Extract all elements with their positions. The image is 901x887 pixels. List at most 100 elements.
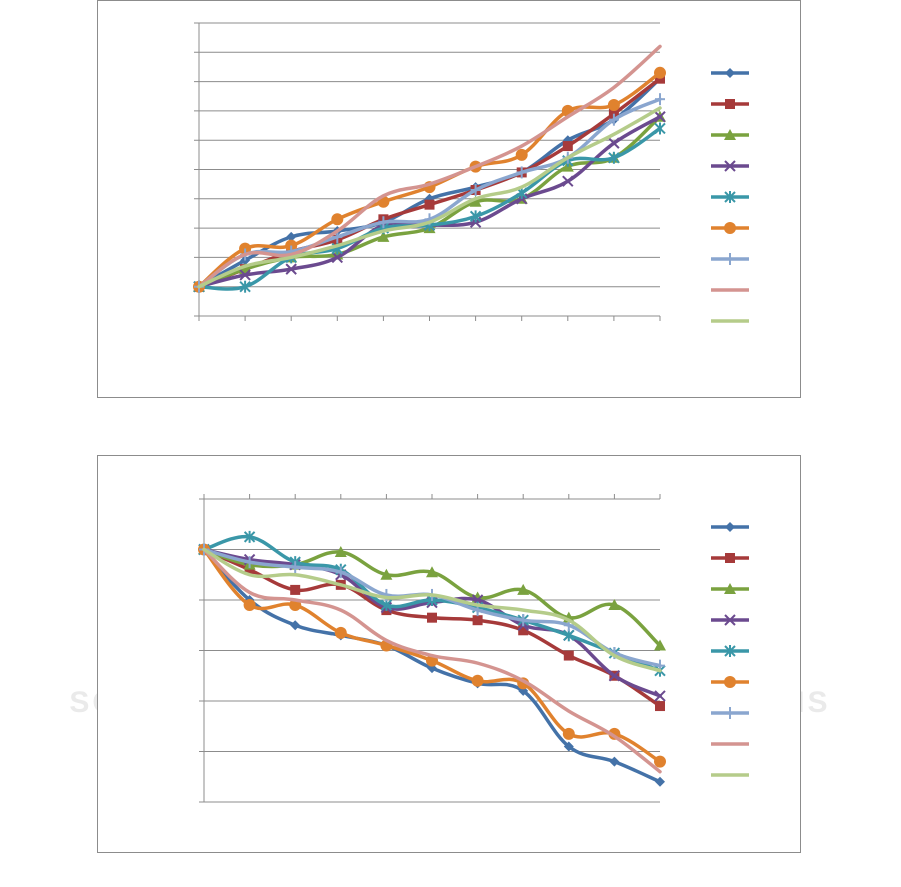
- data-point: [243, 530, 256, 543]
- data-point: [424, 199, 435, 210]
- chart-panel-bottom: [97, 455, 801, 853]
- data-point: [471, 674, 484, 687]
- data-point: [563, 650, 574, 661]
- data-point: [334, 626, 347, 639]
- data-point: [655, 776, 665, 787]
- data-point: [608, 670, 621, 682]
- legend-item: [711, 68, 749, 78]
- series-8: [197, 44, 662, 289]
- data-point: [469, 210, 482, 223]
- legend-item: [711, 522, 749, 532]
- data-point: [244, 556, 255, 569]
- legend-marker: [725, 99, 735, 109]
- legend-item: [711, 583, 749, 594]
- legend: [711, 68, 749, 323]
- legend-marker: [724, 160, 736, 172]
- data-point: [654, 122, 666, 135]
- data-point: [290, 584, 301, 595]
- legend-marker: [724, 645, 736, 657]
- data-point: [380, 568, 393, 580]
- series-7: [194, 93, 665, 293]
- legend-item: [711, 160, 749, 172]
- legend-marker: [724, 222, 736, 234]
- series-line: [197, 106, 662, 289]
- data-point: [285, 263, 297, 275]
- legend-item: [711, 645, 749, 657]
- data-point: [654, 639, 666, 651]
- data-point: [654, 755, 666, 768]
- series-9: [202, 547, 662, 673]
- data-point: [239, 269, 251, 281]
- series-8: [202, 547, 662, 774]
- legend-item: [711, 129, 749, 140]
- data-point: [380, 599, 393, 612]
- legend-marker: [725, 707, 735, 719]
- data-point: [290, 620, 301, 631]
- legend-item: [711, 191, 749, 203]
- series-line: [197, 44, 662, 289]
- data-point: [516, 166, 527, 179]
- legend-marker: [724, 583, 736, 594]
- legend-marker: [725, 553, 735, 563]
- data-point: [334, 546, 347, 558]
- series-6: [198, 543, 666, 768]
- data-point: [377, 230, 390, 242]
- legend-marker: [725, 253, 735, 265]
- legend-marker: [724, 614, 736, 626]
- data-point: [427, 663, 437, 674]
- data-point: [472, 615, 483, 626]
- data-point: [286, 231, 297, 242]
- data-point: [427, 612, 437, 623]
- data-point: [331, 251, 344, 264]
- data-point: [515, 148, 528, 161]
- data-point: [654, 690, 666, 702]
- data-point: [654, 111, 666, 123]
- chart-bottom: [198, 494, 749, 803]
- data-point: [335, 566, 346, 579]
- data-point: [607, 99, 620, 112]
- data-point: [290, 561, 301, 574]
- data-point: [654, 66, 666, 79]
- data-point: [562, 141, 573, 152]
- series-9: [197, 106, 662, 289]
- data-point: [518, 625, 529, 636]
- series-line: [202, 547, 662, 774]
- data-point: [562, 727, 575, 740]
- legend-item: [711, 222, 749, 234]
- data-point: [518, 614, 529, 627]
- data-point: [563, 629, 575, 642]
- legend-item: [711, 553, 749, 563]
- data-point: [378, 216, 389, 229]
- data-point: [331, 213, 344, 226]
- data-point: [244, 564, 255, 575]
- legend-item: [711, 676, 749, 688]
- data-point: [426, 566, 438, 578]
- data-point: [608, 599, 621, 611]
- data-point: [609, 756, 620, 767]
- data-point: [655, 93, 665, 106]
- chart-panel-top: [97, 0, 801, 398]
- legend-marker: [724, 191, 736, 203]
- data-point: [608, 137, 620, 149]
- series-line: [202, 547, 662, 673]
- data-point: [608, 151, 620, 164]
- legend-marker: [724, 676, 736, 688]
- data-point: [655, 701, 665, 712]
- legend-marker: [725, 68, 735, 78]
- legend-item: [711, 253, 749, 265]
- data-point: [469, 195, 482, 207]
- data-point: [608, 113, 619, 126]
- legend: [711, 522, 749, 777]
- data-point: [563, 741, 574, 752]
- legend-marker: [725, 522, 735, 532]
- data-point: [239, 280, 251, 293]
- legend-item: [711, 614, 749, 626]
- legend-marker: [724, 129, 736, 140]
- data-point: [562, 175, 574, 187]
- legend-item: [711, 707, 749, 719]
- data-point: [517, 583, 530, 595]
- data-point: [243, 599, 256, 612]
- chart-top: [193, 22, 749, 323]
- legend-item: [711, 99, 749, 109]
- data-point: [470, 184, 481, 197]
